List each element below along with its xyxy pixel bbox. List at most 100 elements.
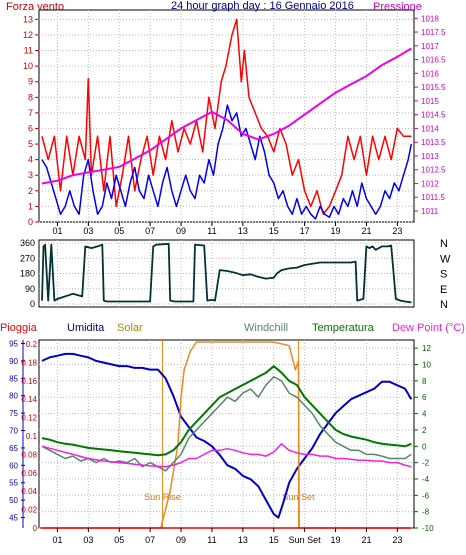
humidity-tick-label: 75	[9, 409, 18, 418]
pressure-tick-label: 1015.5	[421, 83, 446, 92]
compass-label: N	[440, 238, 448, 250]
temperature-humidity-x-tick-label: 15	[269, 535, 279, 545]
humidity-tick-label: 80	[9, 392, 18, 401]
wind-direction-tick-label: 360	[20, 238, 35, 248]
pressure-tick-label: 1013	[421, 152, 439, 161]
wind-direction-tick-label: 180	[20, 269, 35, 279]
windchill-line	[41, 376, 412, 472]
temperature-humidity-x-tick-label: 05	[114, 535, 124, 545]
gust-line	[41, 18, 412, 215]
wind-pressure-plot-frame	[38, 9, 415, 223]
wind-pressure-x-tick-label: 15	[269, 226, 279, 236]
wind-speed-tick-label: 12	[23, 30, 33, 40]
wind-speed-tick-label: 6	[28, 123, 33, 133]
temperature-tick-label: 2	[422, 426, 427, 435]
wind-pressure-x-ticks: 01 03 05 07 09 11 13 15 17 19 21 23	[52, 222, 402, 236]
wind-speed-tick-label: 4	[28, 155, 33, 165]
temperature-humidity-x-tick-label: 09	[176, 535, 186, 545]
legend-entry: Temperatura	[312, 322, 375, 334]
wind-speed-axis-label: Forza vento	[6, 1, 64, 13]
temperature-tick-label: 12	[422, 344, 431, 353]
temperature-humidity-x-tick-label: 07	[145, 535, 155, 545]
pressure-axis-ticks: 1011 1011.5 1012 1012.5 1013 1013.5 1014 1014.5…	[414, 14, 446, 216]
wind-direction-degree-ticks: 0 90 180 270 360	[20, 238, 35, 309]
rain-tick-label: 0.18	[21, 358, 37, 367]
wind-speed-tick-label: 9	[28, 77, 33, 87]
wind-pressure-x-tick-label: 13	[238, 226, 248, 236]
pressure-tick-label: 1012	[421, 179, 439, 188]
pressure-tick-label: 1017.5	[421, 28, 446, 37]
pressure-axis-label: Pressione	[373, 1, 422, 13]
chart-title: 24 hour graph day : 16 Gennaio 2016	[171, 0, 354, 12]
humidity-tick-label: 90	[9, 357, 18, 366]
temperature-humidity-series	[41, 341, 413, 529]
wind-pressure-x-tick-label: 23	[392, 226, 402, 236]
wind-pressure-x-tick-label: 05	[114, 226, 124, 236]
humidity-tick-label: 85	[9, 374, 18, 383]
wind-speed-tick-label: 13	[23, 14, 33, 24]
pressure-tick-label: 1016.5	[421, 56, 446, 65]
wind-pressure-x-tick-label: 11	[207, 226, 216, 236]
compass-label: W	[440, 253, 451, 265]
temperature-humidity-x-ticks: 01 03 05 07 09 11 13 15 Sun Set 19 21 23	[52, 528, 402, 545]
vento-medio-line	[41, 104, 413, 220]
wind-direction-tick-label: 270	[20, 253, 35, 263]
wind-direction-series	[41, 242, 412, 304]
wind-pressure-x-tick-label: 07	[145, 226, 155, 236]
pressione-line	[41, 47, 412, 185]
temperature-humidity-x-tick-label: 19	[331, 535, 341, 545]
rain-tick-label: 0.02	[21, 506, 37, 515]
wind-direction-gridlines	[39, 240, 414, 307]
temperature-tick-label: 10	[422, 361, 431, 370]
pressure-tick-label: 1016	[421, 69, 439, 78]
temperature-tick-label: 8	[422, 377, 427, 386]
temperature-humidity-plot-frame	[38, 339, 415, 529]
wind-speed-tick-label: 2	[28, 186, 33, 196]
pressure-tick-label: 1013.5	[421, 138, 446, 147]
wind-pressure-x-tick-label: 21	[361, 226, 371, 236]
rain-tick-label: 0.04	[21, 487, 37, 496]
sunrise-label: Sun Rise	[144, 492, 181, 502]
wind-speed-tick-label: 11	[24, 46, 33, 56]
pressure-tick-label: 1011	[421, 207, 439, 216]
rain-tick-label: 0	[33, 524, 38, 533]
wind-pressure-x-tick-label: 09	[176, 226, 186, 236]
humidity-tick-label: 60	[9, 461, 18, 470]
legend-entry: Solar	[117, 322, 143, 334]
temperature-tick-label: -8	[422, 508, 430, 517]
wind-pressure-x-tick-label: 19	[331, 226, 341, 236]
rain-axis-ticks: 0 0.02 0.04 0.06 0.08 0.1 0.12 0.14 0.16 0.18 0.2	[21, 340, 37, 533]
wind-pressure-x-tick-label: 03	[83, 226, 93, 236]
compass-label: E	[440, 284, 447, 296]
legend-entry: Umidita	[67, 322, 105, 334]
temperature-tick-label: 6	[422, 393, 427, 402]
rain-tick-label: 0.06	[21, 469, 37, 478]
temperature-tick-label: 4	[422, 410, 427, 419]
wind-speed-tick-label: 10	[23, 61, 33, 71]
pressure-tick-label: 1017	[421, 42, 439, 51]
humidity-tick-label: 65	[9, 444, 18, 453]
legend-entry: Dew Point (°C)	[392, 322, 465, 334]
pressure-tick-label: 1014.5	[421, 111, 446, 120]
humidity-tick-label: 50	[9, 496, 18, 505]
pressure-tick-label: 1012.5	[421, 166, 446, 175]
temperature-humidity-x-tick-label: 13	[238, 535, 248, 545]
temperature-humidity-x-tick-label: 03	[83, 535, 93, 545]
temperature-humidity-legend: Pioggia Umidita Solar Windchill Temperatura D…	[0, 322, 465, 334]
pressure-tick-label: 1018	[421, 14, 439, 23]
wind-speed-tick-label: 7	[28, 108, 33, 118]
humidity-tick-label: 95	[9, 339, 18, 348]
rain-tick-label: 0.08	[21, 450, 37, 459]
wind-pressure-series	[41, 18, 413, 220]
rain-tick-label: 0.2	[26, 340, 38, 349]
wind-speed-tick-label: 5	[28, 139, 33, 149]
pressure-tick-label: 1015	[421, 97, 439, 106]
temperature-tick-label: 0	[422, 442, 427, 451]
temperature-tick-label: -4	[422, 475, 430, 484]
rain-tick-label: 0.16	[21, 377, 37, 386]
wind-direction-tick-label: 90	[25, 284, 35, 294]
